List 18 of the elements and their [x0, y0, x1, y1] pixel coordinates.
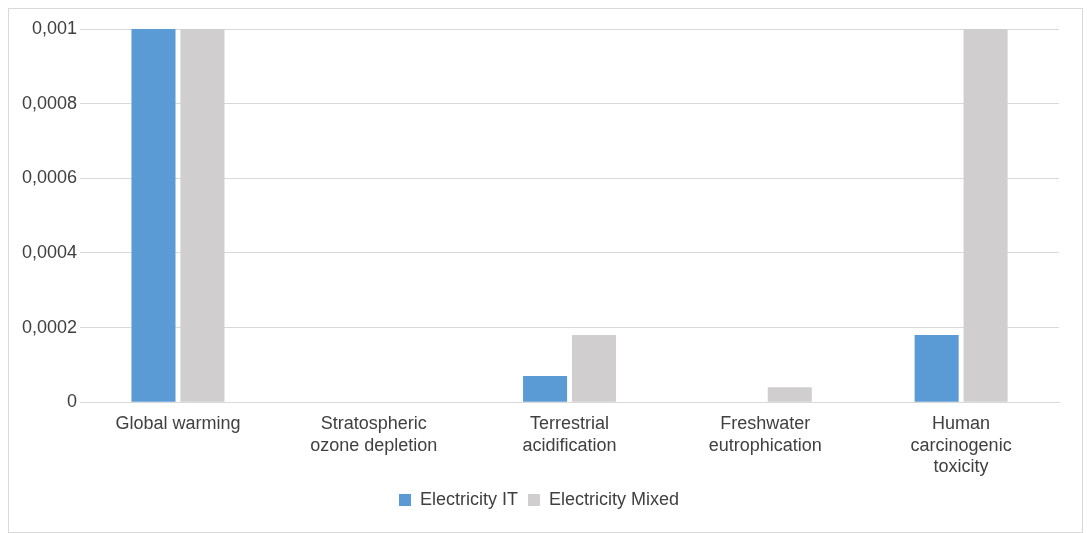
x-tick-label: Terrestrial acidification — [522, 412, 617, 455]
x-tick-label: Human carcinogenic toxicity — [910, 412, 1012, 477]
y-tick-label: 0,0002 — [21, 316, 78, 337]
y-tick-label: 0 — [67, 391, 78, 412]
y-tick-label: 0,0008 — [21, 92, 78, 113]
y-tick-label: 0,0004 — [21, 241, 78, 262]
bar — [571, 335, 617, 402]
x-tick-label: Global warming — [115, 412, 241, 433]
bar — [131, 29, 176, 402]
legend-label: Electricity Mixed — [548, 488, 680, 509]
x-tick-label: Stratospheric ozone depletion — [310, 412, 438, 455]
x-tick-label: Freshwater eutrophication — [708, 412, 822, 455]
bar — [767, 387, 812, 402]
legend-label: Electricity IT — [419, 488, 518, 509]
y-tick-label: 0,001 — [32, 17, 78, 38]
bar — [914, 335, 959, 402]
bar — [523, 376, 568, 402]
y-tick-label: 0,0006 — [21, 167, 78, 188]
